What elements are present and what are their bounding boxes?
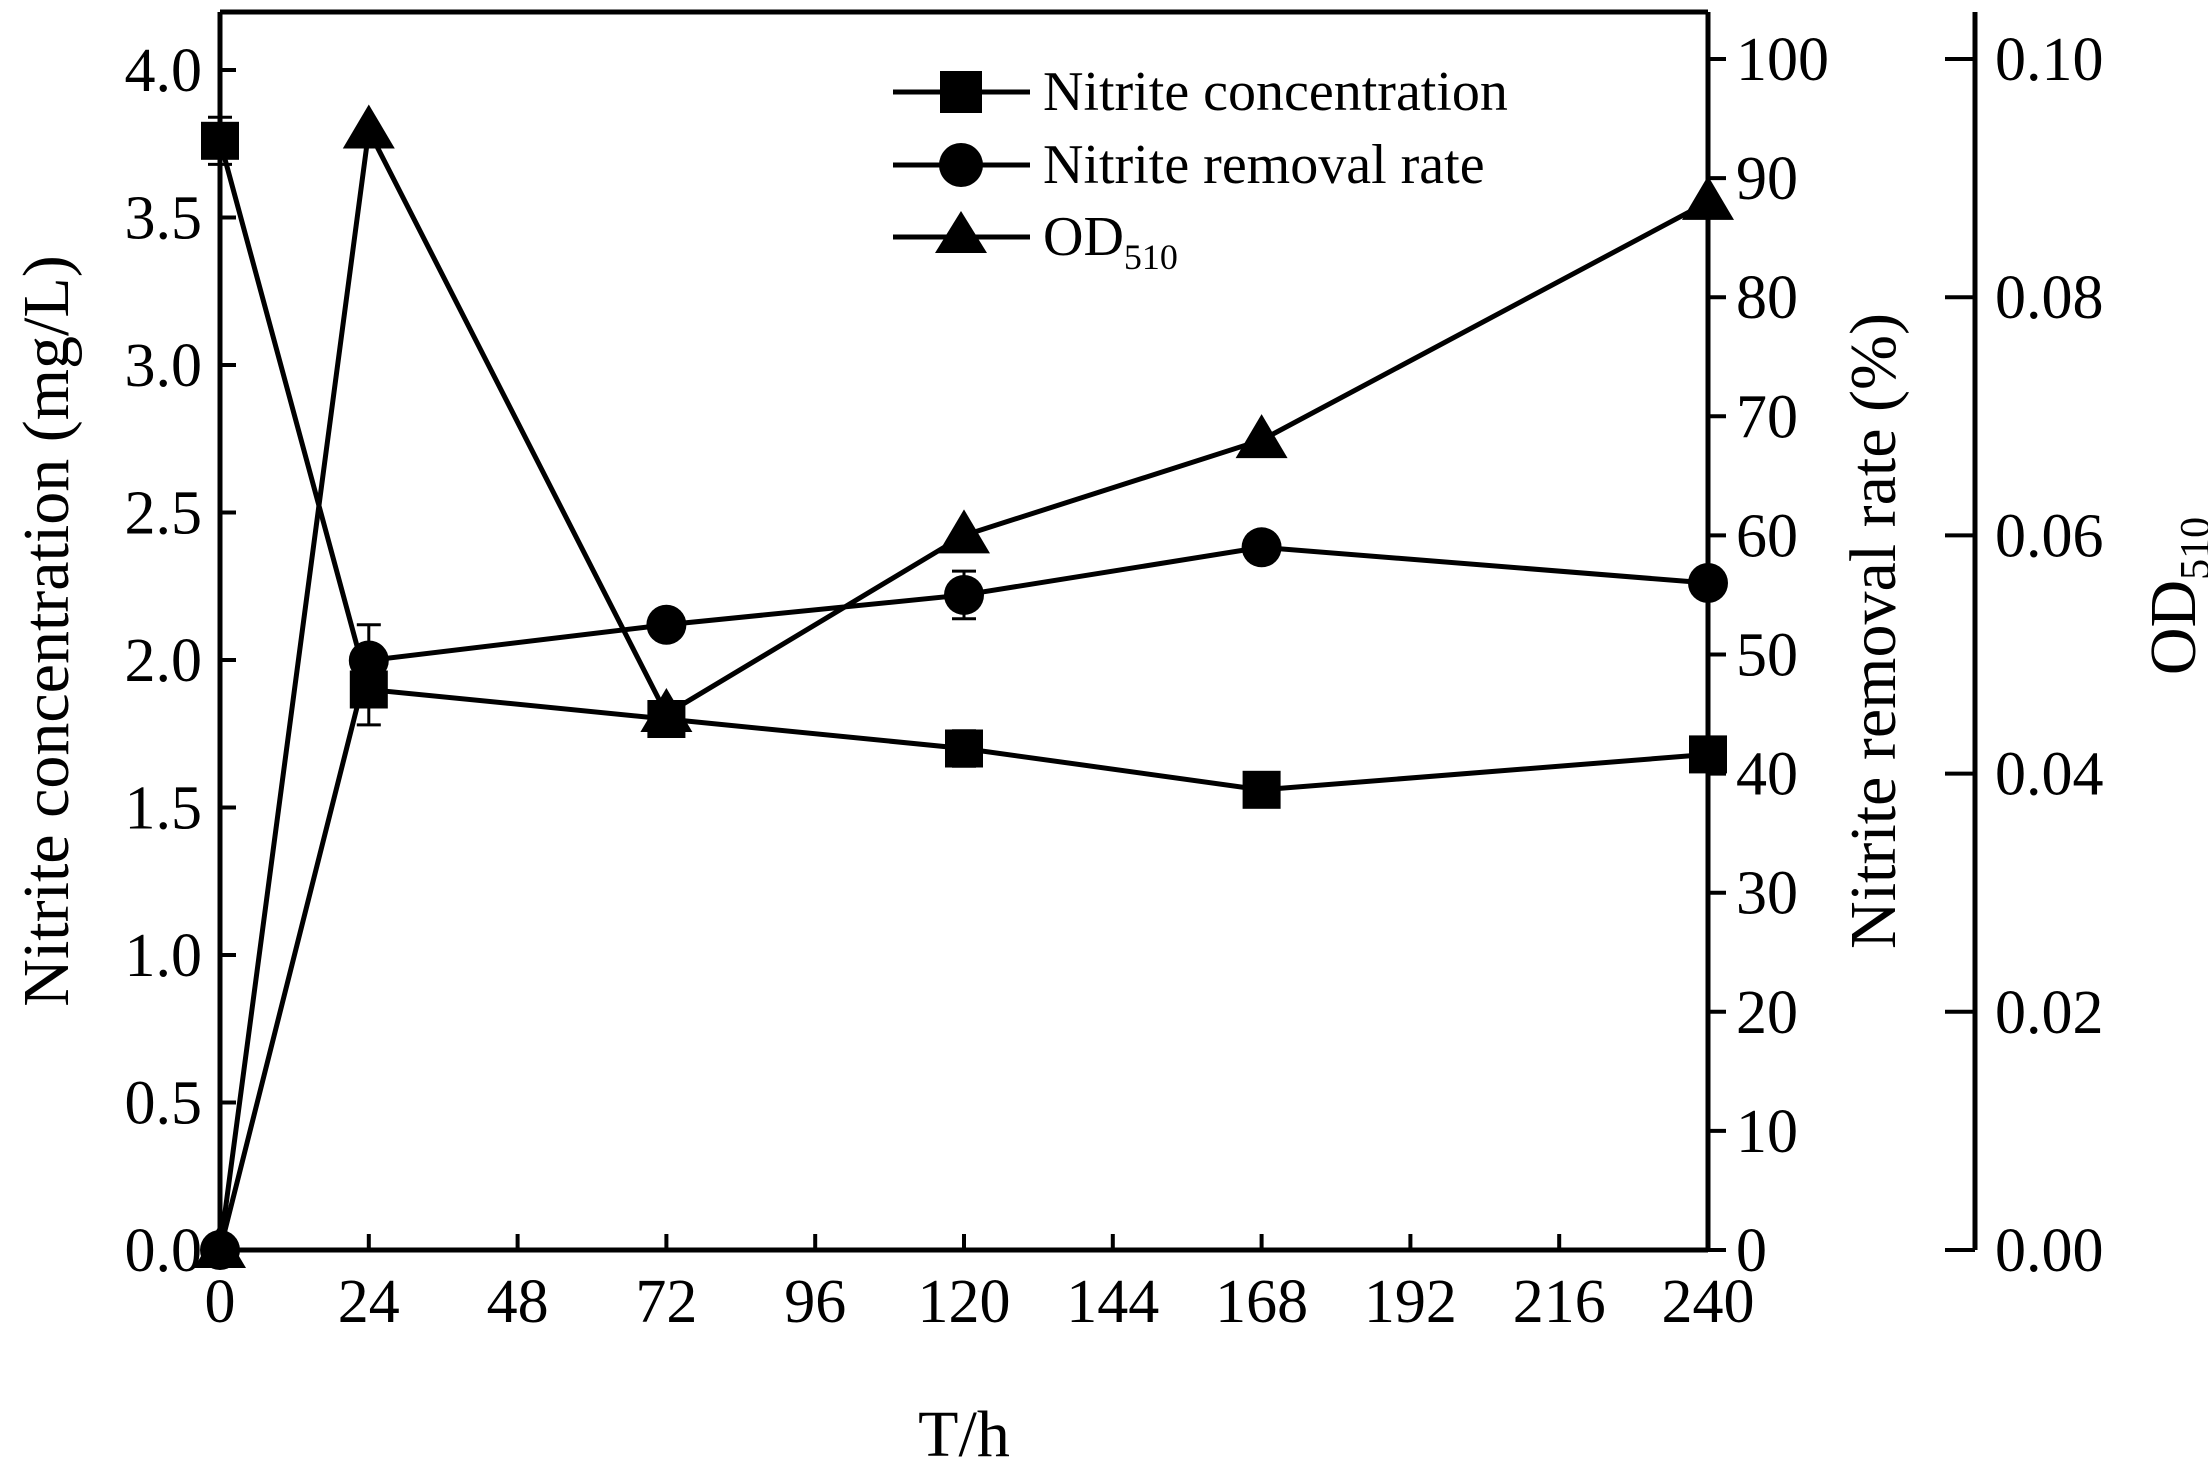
far-right-y-tick-label: 0.00 (1995, 1217, 2104, 1285)
left-y-tick-label: 3.5 (125, 185, 203, 253)
series-line-circle (217, 544, 1709, 1251)
legend-label-concentration: Nitrite concentration (1043, 61, 1508, 123)
right-y-tick-label: 50 (1736, 622, 1798, 690)
legend-marker-square (940, 71, 982, 113)
right-y-tick-label: 90 (1736, 145, 1798, 213)
left-y-tick-label: 4.0 (125, 37, 203, 105)
x-axis-title: T/h (918, 1398, 1010, 1466)
legend-label-removal: Nitrite removal rate (1043, 134, 1485, 196)
series-line-triangle (217, 122, 1710, 1251)
x-tick-label: 24 (338, 1268, 400, 1336)
x-tick-label: 216 (1513, 1268, 1606, 1336)
series-lines (217, 122, 1710, 1251)
right-y-tick-label: 80 (1736, 264, 1798, 332)
left-y-tick-label: 2.0 (125, 627, 203, 695)
far-right-axis-title: OD510 (2137, 517, 2208, 675)
x-tick-label: 192 (1364, 1268, 1457, 1336)
data-point-circle (944, 574, 984, 615)
data-point-triangle (640, 688, 693, 733)
data-point-triangle (194, 1224, 246, 1268)
series-markers (194, 104, 1734, 1270)
legend-label-od: OD510 (1043, 206, 1178, 277)
right-y-tick-label: 0 (1736, 1217, 1767, 1285)
far-right-axis-title-sub: 510 (2173, 517, 2208, 580)
far-right-y-tick-label: 0.04 (1995, 741, 2104, 809)
right-y-tick-label: 20 (1736, 979, 1798, 1047)
data-point-square (201, 121, 239, 160)
data-point-circle (348, 640, 389, 681)
legend: Nitrite concentration Nitrite removal ra… (893, 61, 1508, 277)
data-point-square (1689, 735, 1727, 774)
data-point-triangle (1235, 414, 1288, 459)
data-point-circle (646, 604, 687, 645)
x-tick-label: 48 (487, 1268, 549, 1336)
data-point-triangle (938, 509, 990, 554)
x-tick-label: 0 (205, 1268, 236, 1336)
legend-marker-triangle (935, 211, 987, 253)
x-tick-label: 96 (784, 1268, 846, 1336)
data-point-square (1242, 770, 1281, 809)
left-y-tick-label: 1.0 (125, 922, 203, 990)
x-tick-label: 240 (1662, 1268, 1755, 1336)
left-y-tick-label: 1.5 (125, 775, 203, 843)
data-point-triangle (1682, 175, 1734, 220)
data-point-triangle (342, 104, 395, 149)
tick-labels: 0 24 48 72 96 120 144 168 192 216 240 0.0 0.5 1.0 1.5 2… (125, 26, 2104, 1336)
right-y-tick-label: 10 (1736, 1098, 1798, 1166)
left-y-tick-label: 3.0 (125, 332, 203, 400)
x-tick-label: 144 (1066, 1268, 1159, 1336)
right-y-tick-label: 70 (1736, 383, 1798, 451)
legend-label-od-main: OD (1043, 206, 1124, 268)
legend-label-od-sub: 510 (1124, 237, 1178, 277)
far-right-y-tick-label: 0.10 (1995, 26, 2104, 94)
right-axis-title: Nitrite removal rate (%) (1837, 313, 1910, 949)
far-right-y-tick-label: 0.08 (1995, 264, 2104, 332)
series-line-square (217, 140, 1709, 793)
data-point-square (945, 729, 983, 768)
legend-marker-circle (939, 143, 983, 187)
far-right-y-tick-label: 0.02 (1995, 979, 2104, 1047)
left-y-tick-label: 0.5 (125, 1070, 203, 1138)
far-right-y-tick-label: 0.06 (1995, 502, 2104, 570)
left-axis-title: Nitrite concentration (mg/L) (10, 255, 83, 1006)
right-y-tick-label: 30 (1736, 860, 1798, 928)
right-y-tick-label: 60 (1736, 502, 1798, 570)
x-tick-label: 168 (1215, 1268, 1308, 1336)
right-y-tick-label: 100 (1736, 26, 1829, 94)
far-right-axis-title-main: OD (2137, 580, 2208, 675)
left-y-tick-label: 0.0 (125, 1217, 203, 1285)
left-y-tick-label: 2.5 (125, 480, 203, 548)
data-point-circle (1241, 527, 1282, 568)
x-tick-label: 72 (635, 1268, 697, 1336)
x-tick-label: 120 (918, 1268, 1011, 1336)
data-point-circle (1688, 563, 1728, 604)
right-y-tick-label: 40 (1736, 741, 1798, 809)
